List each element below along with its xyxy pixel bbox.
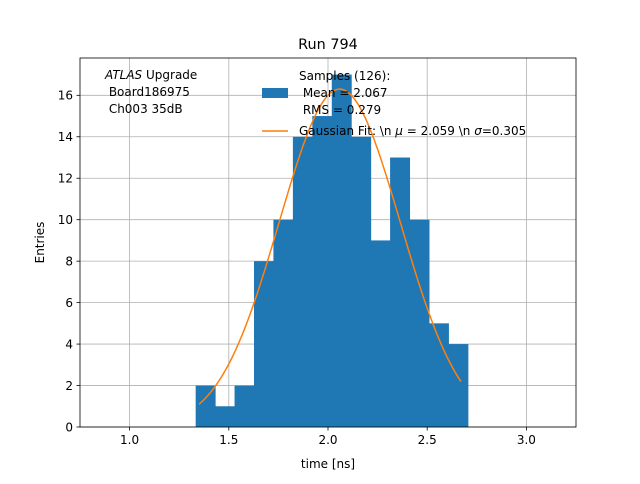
y-tick-label: 4: [65, 337, 73, 351]
channel-label: Ch003 35dB: [105, 102, 183, 116]
chart-title: Run 794: [298, 37, 358, 53]
histogram-bar: [253, 261, 274, 427]
y-tick-label: 12: [58, 172, 73, 186]
histogram-bar: [273, 219, 294, 427]
x-tick-label: 2.5: [418, 433, 437, 447]
atlas-annotation: ATLAS Upgrade Board186975 Ch003 35dB: [104, 68, 197, 116]
legend-hist-line2: Mean = 2.067: [299, 86, 388, 100]
y-tick-label: 8: [65, 254, 73, 268]
y-axis-label: Entries: [33, 222, 47, 264]
y-tick-label: 6: [65, 296, 73, 310]
histogram-bar: [370, 240, 391, 427]
histogram-bar: [448, 344, 469, 427]
y-tick-label: 16: [58, 89, 73, 103]
atlas-italic-label: ATLAS: [104, 68, 143, 82]
atlas-upgrade-label: Upgrade: [142, 68, 197, 82]
histogram-bar: [312, 116, 333, 427]
gaussian-fit-line: [198, 88, 462, 405]
histogram-bar: [215, 406, 236, 427]
histogram-bar: [351, 136, 372, 428]
legend-hist-line1: Samples (126):: [299, 69, 390, 83]
legend-hist-line3: RMS = 0.279: [299, 103, 381, 117]
legend-fit-label: Gaussian Fit: \n μ = 2.059 \n σ=0.305: [299, 124, 526, 138]
histogram-bar: [292, 136, 313, 428]
gaussian-fit: [198, 88, 462, 405]
x-tick-label: 2.0: [318, 433, 337, 447]
y-tick-label: 14: [58, 130, 73, 144]
histogram-bars: [195, 74, 469, 428]
y-axis-ticks: 0 2 4 6 8 10 12 14 16: [58, 89, 80, 434]
x-tick-label: 1.5: [219, 433, 238, 447]
fit-label-sigma: σ: [474, 124, 482, 138]
fit-label-suffix: =0.305: [482, 124, 526, 138]
x-axis-label: time [ns]: [301, 457, 355, 471]
svg-text:ATLAS Upgrade: ATLAS Upgrade: [104, 68, 197, 82]
x-tick-label: 1.0: [120, 433, 139, 447]
x-axis-ticks: 1.0 1.5 2.0 2.5 3.0: [120, 427, 536, 447]
histogram-bar: [195, 385, 216, 427]
fit-label-mid: = 2.059 \n: [403, 124, 474, 138]
fit-label-mu: μ: [394, 124, 403, 138]
legend: Samples (126): Mean = 2.067 RMS = 0.279 …: [262, 69, 526, 138]
histogram-bar: [331, 74, 352, 428]
y-tick-label: 10: [58, 213, 73, 227]
histogram-bar: [409, 219, 430, 427]
histogram-bar: [390, 157, 411, 427]
fit-label-prefix: Gaussian Fit: \n: [299, 124, 395, 138]
x-tick-label: 3.0: [517, 433, 536, 447]
histogram-bar: [234, 385, 255, 427]
y-tick-label: 2: [65, 379, 73, 393]
y-tick-label: 0: [65, 420, 73, 434]
board-label: Board186975: [105, 85, 190, 99]
legend-hist-swatch: [262, 88, 288, 98]
